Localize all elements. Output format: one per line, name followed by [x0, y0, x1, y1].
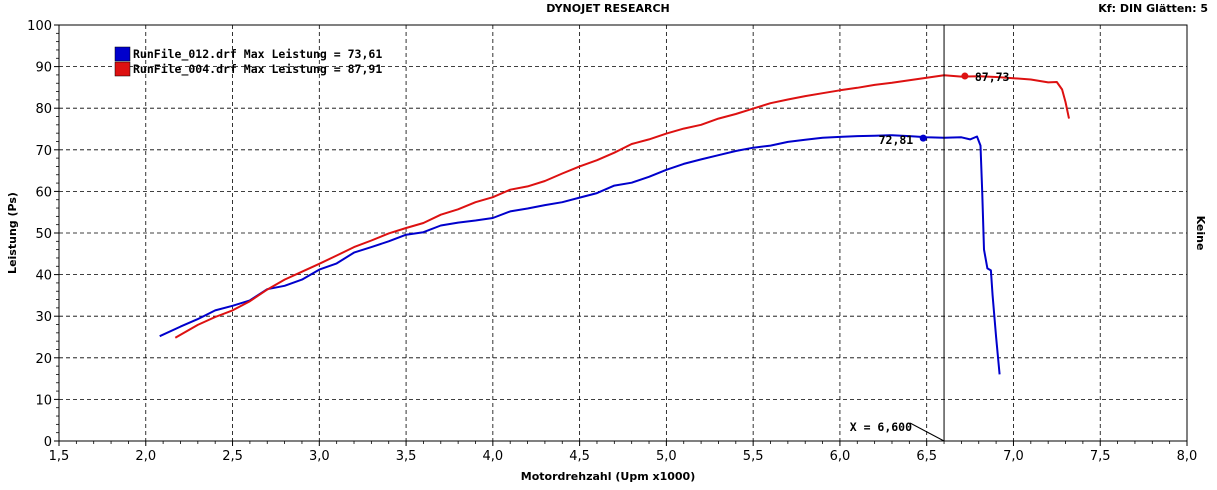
right-axis-label: Keine — [1194, 216, 1207, 251]
x-tick-label: 6,0 — [830, 449, 851, 464]
chart-title: DYNOJET RESEARCH — [546, 2, 669, 15]
plot-border — [58, 24, 1188, 442]
x-tick-label: 1,5 — [49, 449, 70, 464]
y-axis-label: Leistung (Ps) — [6, 192, 19, 274]
x-tick-label: 5,0 — [656, 449, 677, 464]
y-tick-label: 50 — [35, 227, 52, 242]
y-tick-label: 70 — [35, 144, 52, 159]
x-tick-label: 2,5 — [222, 449, 243, 464]
x-tick-label: 7,5 — [1090, 449, 1111, 464]
cursor-line: X = 6,600 — [850, 25, 945, 442]
marker-label-1: 72,81 — [879, 133, 914, 147]
x-tick-label: 7,0 — [1003, 449, 1024, 464]
y-tick-label: 30 — [35, 310, 52, 325]
x-tick-label: 2,0 — [135, 449, 156, 464]
correction-info: Kf: DIN Glätten: 5 — [1098, 2, 1208, 15]
legend: RunFile_012.drf Max Leistung = 73,61 Run… — [114, 46, 382, 77]
series-line-1 — [159, 134, 1001, 375]
y-tick-label: 60 — [35, 185, 52, 200]
x-axis-label: Motordrehzahl (Upm x1000) — [521, 470, 695, 483]
y-tick-label: 0 — [44, 435, 52, 450]
marker-label-2: 87,73 — [975, 70, 1010, 84]
y-tick-label: 90 — [35, 61, 52, 76]
y-tick-label: 100 — [27, 19, 52, 34]
series-marker-2 — [961, 72, 969, 80]
series-line-2 — [174, 74, 1070, 339]
x-tick-label: 8,0 — [1177, 449, 1198, 464]
cursor-pointer-line — [909, 422, 945, 442]
x-tick-label: 3,5 — [396, 449, 417, 464]
cursor-label: X = 6,600 — [850, 420, 912, 434]
x-tick-label: 4,0 — [483, 449, 504, 464]
y-tick-label: 10 — [35, 393, 52, 408]
x-tick-label: 6,5 — [916, 449, 937, 464]
y-tick-label: 20 — [35, 352, 52, 367]
legend-swatch-2 — [114, 61, 131, 77]
x-tick-label: 3,0 — [309, 449, 330, 464]
y-tick-label: 40 — [35, 269, 52, 284]
legend-label-1: RunFile_012.drf Max Leistung = 73,61 — [133, 47, 382, 62]
series-lines: 72,81 87,73 — [159, 70, 1070, 375]
axis-ticks: 1,5 2,0 2,5 3,0 3,5 4,0 4,5 5,0 5,5 6,0 6,5 7,0 7,5 8… — [27, 19, 1197, 464]
x-tick-label: 5,5 — [743, 449, 764, 464]
series-marker-1 — [919, 134, 927, 142]
legend-swatch-1 — [114, 46, 131, 62]
x-tick-label: 4,5 — [569, 449, 590, 464]
legend-label-2: RunFile_004.drf Max Leistung = 87,91 — [133, 62, 382, 77]
y-tick-label: 80 — [35, 102, 52, 117]
